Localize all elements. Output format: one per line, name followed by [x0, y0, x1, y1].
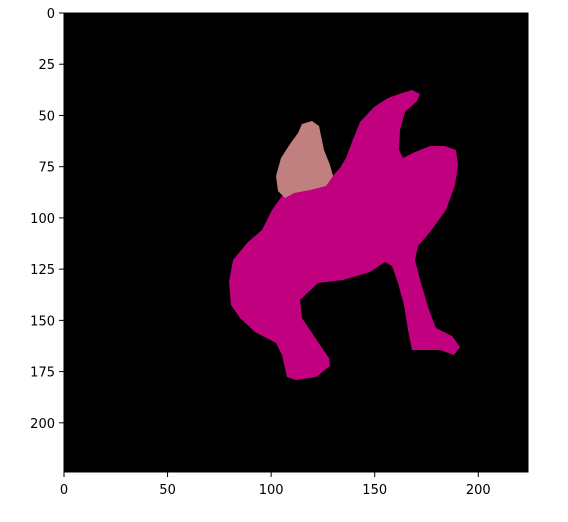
y-tick-label: 75: [38, 161, 55, 176]
y-tick-label: 50: [38, 109, 55, 124]
y-tick-label: 0: [47, 7, 55, 22]
y-tick-label: 125: [30, 263, 55, 278]
x-tick-label: 150: [362, 483, 387, 498]
x-tick-label: 50: [159, 483, 176, 498]
y-tick-label: 100: [30, 212, 55, 227]
y-tick-label: 175: [30, 366, 55, 381]
x-axis: 0 50 100 150 200: [60, 472, 491, 498]
x-tick-label: 0: [60, 483, 68, 498]
y-tick-label: 150: [30, 314, 55, 329]
body-segment-mask: [229, 90, 460, 380]
head-segment-mask: [276, 121, 333, 198]
y-tick-label: 25: [38, 58, 55, 73]
segmentation-mask-image: [64, 13, 528, 472]
x-tick-label: 100: [259, 483, 284, 498]
x-tick-label: 200: [466, 483, 491, 498]
axes-frame: [63, 12, 529, 473]
y-axis: 0 25 50 75 100 125 150 175 200: [30, 7, 64, 432]
y-tick-label: 200: [30, 417, 55, 432]
